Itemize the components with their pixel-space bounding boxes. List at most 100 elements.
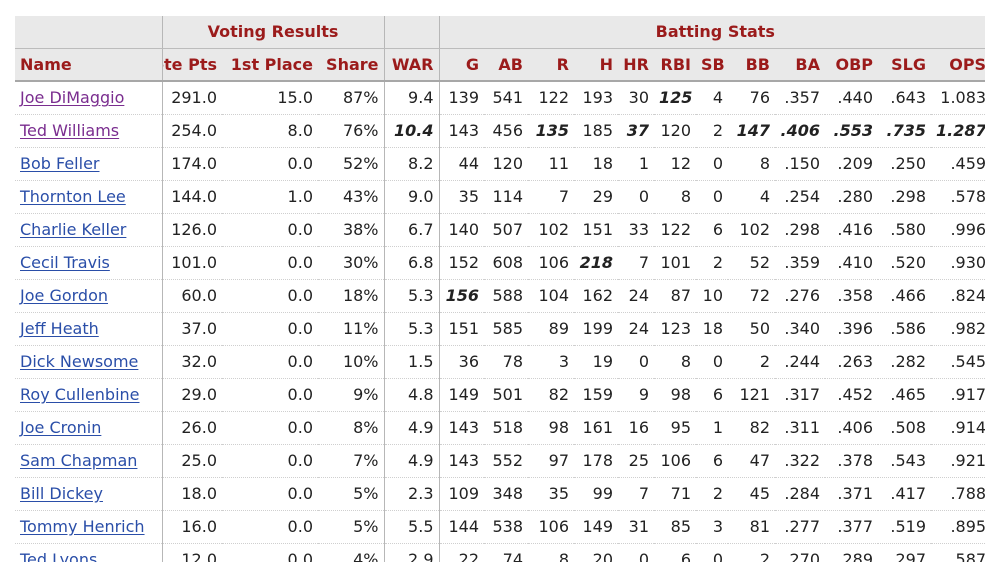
column-header-share[interactable]: Share: [318, 48, 384, 82]
stat-cell-vote-pts: 126.0: [161, 213, 222, 247]
column-header-rbi[interactable]: RBI: [654, 48, 696, 82]
stat-cell-ops: .895: [931, 510, 985, 544]
stat-cell-share: 4%: [318, 543, 384, 562]
column-header-war[interactable]: WAR: [383, 48, 439, 82]
stat-cell-ops: .545: [931, 345, 985, 379]
stat-cell-ops: .578: [931, 180, 985, 214]
stat-cell-h: 178: [574, 444, 618, 478]
stat-cell-ops: .587: [931, 543, 985, 562]
stat-cell-sb: 3: [696, 510, 728, 544]
stat-cell-ab: 74: [484, 543, 528, 562]
stat-cell-r: 122: [528, 81, 574, 115]
stat-cell-slg: .519: [878, 510, 931, 544]
stat-cell-obp: .410: [825, 246, 878, 280]
player-link[interactable]: Charlie Keller: [20, 220, 127, 239]
stat-cell-ops: .930: [931, 246, 985, 280]
stat-cell-g: 35: [438, 180, 484, 214]
stat-cell-rbi: 123: [654, 312, 696, 346]
column-header-bb[interactable]: BB: [728, 48, 775, 82]
player-link[interactable]: Ted Lyons: [20, 550, 98, 562]
stat-cell-bb: 82: [728, 411, 775, 445]
player-link[interactable]: Jeff Heath: [20, 319, 99, 338]
stat-cell-sb: 0: [696, 543, 728, 562]
stat-cell-obp: .358: [825, 279, 878, 313]
stat-cell-g: 140: [438, 213, 484, 247]
stat-cell-rbi: 85: [654, 510, 696, 544]
stat-cell-obp: .289: [825, 543, 878, 562]
player-link[interactable]: Ted Williams: [20, 121, 120, 140]
stat-cell-bb: 76: [728, 81, 775, 115]
player-link[interactable]: Joe DiMaggio: [20, 88, 125, 108]
stat-cell-ab: 518: [484, 411, 528, 445]
column-header-r[interactable]: R: [528, 48, 574, 82]
player-link[interactable]: Bob Feller: [20, 154, 100, 173]
stat-cell-h: 218: [574, 246, 618, 280]
stat-cell-obp: .263: [825, 345, 878, 379]
player-link[interactable]: Thornton Lee: [20, 187, 126, 206]
player-link[interactable]: Sam Chapman: [20, 451, 138, 470]
stat-cell-ab: 552: [484, 444, 528, 478]
stat-cell-bb: 4: [728, 180, 775, 214]
stat-cell-ab: 541: [484, 81, 528, 115]
column-header-first-place[interactable]: 1st Place: [222, 48, 318, 82]
stat-cell-slg: .282: [878, 345, 931, 379]
player-name-cell: Charlie Keller: [15, 213, 162, 247]
stat-cell-vote-pts: 18.0: [161, 477, 222, 511]
player-name-cell: Ted Williams: [15, 114, 162, 148]
stat-cell-h: 29: [574, 180, 618, 214]
stat-cell-war: 9.0: [383, 180, 439, 214]
stat-cell-ops: 1.287: [931, 114, 985, 148]
stat-cell-sb: 10: [696, 279, 728, 313]
stat-cell-ops: 1.083: [931, 81, 985, 115]
table-row: Roy Cullenbine 29.0 0.0 9% 4.8 149 501 82 159 9 98…: [15, 378, 985, 412]
column-header-ab[interactable]: AB: [484, 48, 528, 82]
stat-cell-hr: 33: [618, 213, 654, 247]
stat-cell-ba: .317: [775, 378, 825, 412]
stat-cell-hr: 0: [618, 345, 654, 379]
stat-cell-g: 143: [438, 114, 484, 148]
column-header-obp[interactable]: OBP: [825, 48, 878, 82]
stat-cell-r: 3: [528, 345, 574, 379]
column-header-sb[interactable]: SB: [696, 48, 728, 82]
stat-cell-war: 2.3: [383, 477, 439, 511]
stat-cell-hr: 7: [618, 246, 654, 280]
column-header-name[interactable]: Name: [15, 48, 162, 82]
stat-cell-share: 10%: [318, 345, 384, 379]
column-header-ops[interactable]: OPS: [931, 48, 985, 82]
player-link[interactable]: Dick Newsome: [20, 352, 139, 371]
stat-cell-vote-pts: 254.0: [161, 114, 222, 148]
stat-cell-sb: 4: [696, 81, 728, 115]
stat-cell-hr: 25: [618, 444, 654, 478]
stat-cell-first-place: 0.0: [222, 378, 318, 412]
stat-cell-hr: 7: [618, 477, 654, 511]
stat-cell-slg: .520: [878, 246, 931, 280]
stat-cell-share: 5%: [318, 510, 384, 544]
player-name-cell: Joe Gordon: [15, 279, 162, 313]
stat-cell-ba: .359: [775, 246, 825, 280]
column-header-h[interactable]: H: [574, 48, 618, 82]
player-link[interactable]: Joe Gordon: [20, 286, 109, 305]
voting-table-viewport[interactable]: Voting Results Batting Stats NameVote Pt…: [15, 0, 985, 562]
player-link[interactable]: Bill Dickey: [20, 484, 103, 503]
stat-cell-obp: .396: [825, 312, 878, 346]
player-link[interactable]: Tommy Henrich: [20, 517, 145, 536]
stat-cell-obp: .452: [825, 378, 878, 412]
stat-cell-bb: 72: [728, 279, 775, 313]
column-header-slg[interactable]: SLG: [878, 48, 931, 82]
player-name-cell: Cecil Travis: [15, 246, 162, 280]
player-link[interactable]: Joe Cronin: [20, 418, 102, 437]
column-header-ba[interactable]: BA: [775, 48, 825, 82]
player-link[interactable]: Cecil Travis: [20, 253, 110, 272]
stat-cell-war: 4.8: [383, 378, 439, 412]
player-name-cell: Dick Newsome: [15, 345, 162, 379]
stat-cell-h: 19: [574, 345, 618, 379]
stat-cell-vote-pts: 32.0: [161, 345, 222, 379]
column-header-hr[interactable]: HR: [618, 48, 654, 82]
stat-cell-ba: .311: [775, 411, 825, 445]
stat-cell-sb: 6: [696, 213, 728, 247]
column-header-vote-pts[interactable]: Vote Pts: [161, 48, 222, 82]
column-header-g[interactable]: G: [438, 48, 484, 82]
stat-cell-rbi: 12: [654, 147, 696, 181]
player-link[interactable]: Roy Cullenbine: [20, 385, 140, 404]
stat-cell-ab: 120: [484, 147, 528, 181]
